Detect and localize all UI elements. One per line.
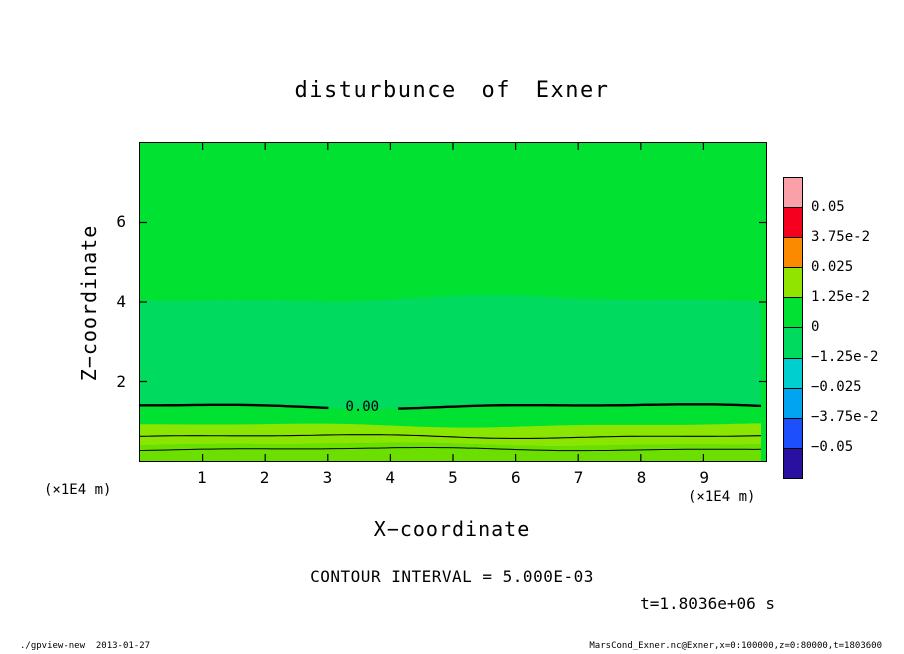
x-tick-label: 8	[636, 468, 647, 487]
x-tick-label: 6	[510, 468, 521, 487]
contour-line	[140, 434, 762, 439]
z-tick-label: 2	[116, 372, 126, 391]
colorbar-segment	[784, 298, 802, 329]
x-axis-unit: (×1E4 m)	[688, 489, 756, 505]
colorbar-tick-label: 0.025	[811, 259, 854, 275]
colorbar-segment	[784, 358, 802, 389]
tone-band	[140, 294, 762, 409]
colorbar-tick-label: 1.25e-2	[811, 289, 871, 305]
x-axis-title: X−coordinate	[373, 517, 531, 541]
colorbar-segment	[784, 448, 802, 478]
x-tick-labels: 1 2 3 4 5 6 7 8 9	[139, 468, 767, 490]
tone-band	[140, 442, 762, 461]
x-tick-label: 7	[573, 468, 584, 487]
colorbar-segment	[784, 418, 802, 449]
colorbar-labels: 0.05 3.75e-2 0.025 1.25e-2 0 −1.25e-2 −0.025 −3…	[811, 177, 901, 479]
colorbar-segment	[784, 238, 802, 269]
colorbar-segment	[784, 268, 802, 299]
tone-band	[140, 404, 762, 428]
colorbar-segment	[784, 388, 802, 419]
x-tick-label: 2	[259, 468, 270, 487]
chart-title: disturbunce of Exner	[294, 78, 610, 103]
z-tick-labels: 2 4 6	[94, 142, 126, 462]
contour-plot: 0.00	[140, 143, 766, 461]
x-tick-label: 1	[196, 468, 207, 487]
colorbar-tick-label: −0.025	[811, 379, 862, 395]
footer-source-stamp: MarsCond_Exner.nc@Exner,x=0:100000,z=0:8…	[589, 641, 882, 651]
contour-line	[398, 403, 762, 410]
z-tick-label: 4	[116, 292, 126, 311]
x-tick-label: 9	[699, 468, 709, 487]
x-tick-label: 3	[322, 468, 333, 487]
x-tick-label: 5	[448, 468, 458, 487]
footer-program-stamp: ./gpview-new 2013-01-27	[20, 641, 151, 651]
colorbar-segment	[784, 328, 802, 359]
contour-line	[140, 446, 762, 452]
colorbar-segment	[784, 178, 802, 209]
contour-interval-note: CONTOUR INTERVAL = 5.000E-03	[310, 567, 594, 586]
colorbar-tick-label: −0.05	[811, 439, 854, 455]
colorbar	[783, 177, 803, 479]
tone-band	[140, 423, 762, 447]
colorbar-segment	[784, 208, 802, 239]
z-tick-label: 6	[116, 212, 126, 231]
colorbar-tick-label: −3.75e-2	[811, 409, 879, 425]
colorbar-tick-label: 3.75e-2	[811, 229, 871, 245]
time-annotation: t=1.8036e+06 s	[640, 594, 775, 613]
plot-area: 0.00	[139, 142, 767, 462]
colorbar-tick-label: −1.25e-2	[811, 349, 879, 365]
contour-line	[140, 403, 329, 410]
colorbar-tick-label: 0.05	[811, 199, 845, 215]
colorbar-tick-label: 0	[811, 319, 820, 335]
tone-band	[140, 143, 762, 302]
contour-line-label: 0.00	[345, 399, 379, 415]
z-axis-unit: (×1E4 m)	[44, 482, 112, 498]
x-tick-label: 4	[385, 468, 395, 487]
